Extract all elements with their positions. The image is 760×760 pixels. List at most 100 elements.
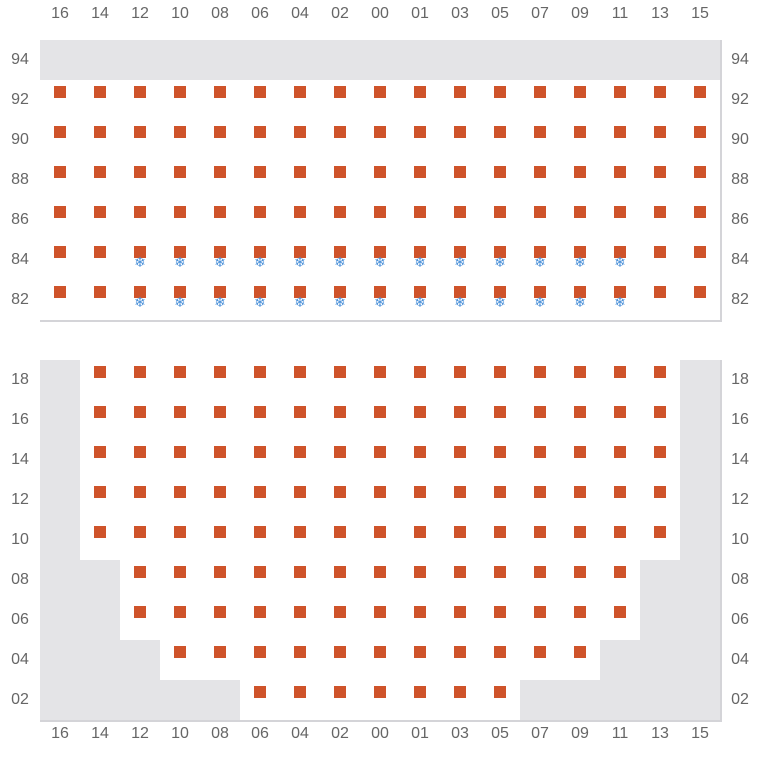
slot-08-82[interactable]: ❄ [200,280,242,322]
slot-09-84[interactable]: ❄ [560,240,602,282]
slot-13-18[interactable] [640,360,682,402]
slot-11-82[interactable]: ❄ [600,280,642,322]
slot-05-14[interactable] [480,440,522,482]
slot-05-16[interactable] [480,400,522,442]
slot-00-88[interactable] [360,160,402,202]
slot-00-82[interactable]: ❄ [360,280,402,322]
slot-15-88[interactable] [680,160,722,202]
slot-03-84[interactable]: ❄ [440,240,482,282]
slot-02-12[interactable] [320,480,362,522]
slot-03-90[interactable] [440,120,482,162]
slot-13-14[interactable] [640,440,682,482]
slot-06-16[interactable] [240,400,282,442]
slot-03-02[interactable] [440,680,482,722]
slot-07-86[interactable] [520,200,562,242]
slot-11-10[interactable] [600,520,642,562]
slot-02-18[interactable] [320,360,362,402]
slot-01-88[interactable] [400,160,442,202]
slot-06-84[interactable]: ❄ [240,240,282,282]
slot-15-86[interactable] [680,200,722,242]
slot-06-82[interactable]: ❄ [240,280,282,322]
slot-04-84[interactable]: ❄ [280,240,322,282]
slot-01-92[interactable] [400,80,442,122]
slot-11-14[interactable] [600,440,642,482]
slot-14-16[interactable] [80,400,122,442]
slot-07-90[interactable] [520,120,562,162]
slot-14-12[interactable] [80,480,122,522]
slot-12-08[interactable] [120,560,162,602]
slot-01-14[interactable] [400,440,442,482]
slot-05-18[interactable] [480,360,522,402]
slot-12-06[interactable] [120,600,162,642]
slot-12-18[interactable] [120,360,162,402]
slot-00-84[interactable]: ❄ [360,240,402,282]
slot-08-10[interactable] [200,520,242,562]
slot-09-18[interactable] [560,360,602,402]
slot-02-86[interactable] [320,200,362,242]
slot-03-14[interactable] [440,440,482,482]
slot-08-90[interactable] [200,120,242,162]
slot-15-84[interactable] [680,240,722,282]
slot-00-14[interactable] [360,440,402,482]
slot-11-08[interactable] [600,560,642,602]
slot-06-86[interactable] [240,200,282,242]
slot-06-88[interactable] [240,160,282,202]
slot-02-82[interactable]: ❄ [320,280,362,322]
slot-08-88[interactable] [200,160,242,202]
slot-02-92[interactable] [320,80,362,122]
slot-12-84[interactable]: ❄ [120,240,162,282]
slot-03-86[interactable] [440,200,482,242]
slot-16-92[interactable] [40,80,82,122]
slot-11-92[interactable] [600,80,642,122]
slot-01-08[interactable] [400,560,442,602]
slot-09-14[interactable] [560,440,602,482]
slot-08-12[interactable] [200,480,242,522]
slot-06-14[interactable] [240,440,282,482]
slot-02-08[interactable] [320,560,362,602]
slot-10-90[interactable] [160,120,202,162]
slot-03-10[interactable] [440,520,482,562]
slot-04-06[interactable] [280,600,322,642]
slot-12-10[interactable] [120,520,162,562]
slot-01-16[interactable] [400,400,442,442]
slot-01-18[interactable] [400,360,442,402]
slot-02-14[interactable] [320,440,362,482]
slot-12-86[interactable] [120,200,162,242]
slot-09-90[interactable] [560,120,602,162]
slot-13-10[interactable] [640,520,682,562]
slot-05-04[interactable] [480,640,522,682]
slot-15-92[interactable] [680,80,722,122]
slot-04-10[interactable] [280,520,322,562]
slot-10-84[interactable]: ❄ [160,240,202,282]
slot-07-84[interactable]: ❄ [520,240,562,282]
slot-04-88[interactable] [280,160,322,202]
slot-12-16[interactable] [120,400,162,442]
slot-08-06[interactable] [200,600,242,642]
slot-07-16[interactable] [520,400,562,442]
slot-06-06[interactable] [240,600,282,642]
slot-13-82[interactable] [640,280,682,322]
slot-02-10[interactable] [320,520,362,562]
slot-14-92[interactable] [80,80,122,122]
slot-05-88[interactable] [480,160,522,202]
slot-07-08[interactable] [520,560,562,602]
slot-09-88[interactable] [560,160,602,202]
slot-08-14[interactable] [200,440,242,482]
slot-09-82[interactable]: ❄ [560,280,602,322]
slot-13-16[interactable] [640,400,682,442]
slot-04-12[interactable] [280,480,322,522]
slot-06-08[interactable] [240,560,282,602]
slot-09-92[interactable] [560,80,602,122]
slot-00-02[interactable] [360,680,402,722]
slot-07-18[interactable] [520,360,562,402]
slot-04-16[interactable] [280,400,322,442]
slot-00-06[interactable] [360,600,402,642]
slot-04-92[interactable] [280,80,322,122]
slot-14-84[interactable] [80,240,122,282]
slot-09-16[interactable] [560,400,602,442]
slot-01-90[interactable] [400,120,442,162]
slot-16-84[interactable] [40,240,82,282]
slot-07-12[interactable] [520,480,562,522]
slot-10-86[interactable] [160,200,202,242]
slot-13-92[interactable] [640,80,682,122]
